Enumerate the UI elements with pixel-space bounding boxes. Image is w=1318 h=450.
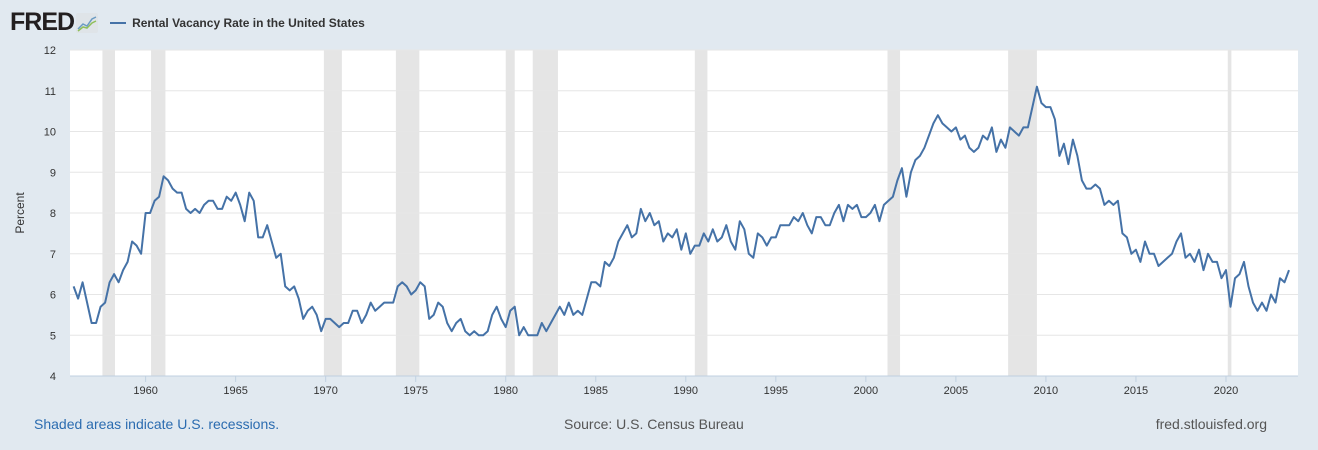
legend-label: Rental Vacancy Rate in the United States	[132, 15, 365, 30]
x-tick-label: 1985	[584, 385, 608, 397]
y-tick-label: 5	[50, 330, 56, 342]
y-tick-label: 10	[44, 127, 56, 139]
x-tick-label: 1995	[764, 385, 788, 397]
x-tick-label: 1990	[674, 385, 698, 397]
x-tick-label: 2010	[1034, 385, 1058, 397]
y-tick-label: 7	[50, 249, 56, 261]
x-tick-label: 1965	[223, 385, 247, 397]
x-tick-label: 2005	[944, 385, 968, 397]
legend-swatch	[110, 21, 127, 24]
chart-header: FRED Rental Vacancy Rate in the United S…	[10, 8, 365, 37]
legend-item[interactable]: Rental Vacancy Rate in the United States	[110, 16, 365, 30]
site-link[interactable]: fred.stlouisfed.org	[1155, 416, 1267, 432]
series-line	[72, 85, 1290, 337]
x-axis: 1960 1965 1970 1975 1980 1985 1990 1995 2000 2005…	[70, 375, 1298, 397]
x-tick-label: 1980	[493, 385, 517, 397]
x-tick-label: 1960	[133, 385, 157, 397]
y-axis: 4 5 6 7 8 9 10 11 12	[44, 45, 56, 383]
y-tick-label: 11	[45, 86, 56, 98]
x-tick-label: 2015	[1124, 385, 1148, 397]
fred-logo-graph-icon	[76, 12, 99, 33]
recessions-note-link[interactable]: Shaded areas indicate U.S. recessions.	[34, 416, 280, 432]
y-tick-label: 8	[50, 208, 56, 220]
fred-logo[interactable]: FRED	[10, 8, 75, 36]
y-tick-label: 6	[50, 290, 56, 302]
x-tick-label: 1970	[313, 385, 337, 397]
y-axis-label: Percent	[13, 192, 27, 234]
x-tick-label: 2000	[854, 385, 878, 397]
y-tick-label: 12	[44, 45, 56, 57]
y-tick-label: 9	[50, 167, 56, 179]
x-tick-label: 1975	[403, 385, 427, 397]
y-tick-label: 4	[50, 371, 56, 383]
source-text: Source: U.S. Census Bureau	[564, 416, 744, 432]
x-tick-label: 2020	[1214, 385, 1238, 397]
